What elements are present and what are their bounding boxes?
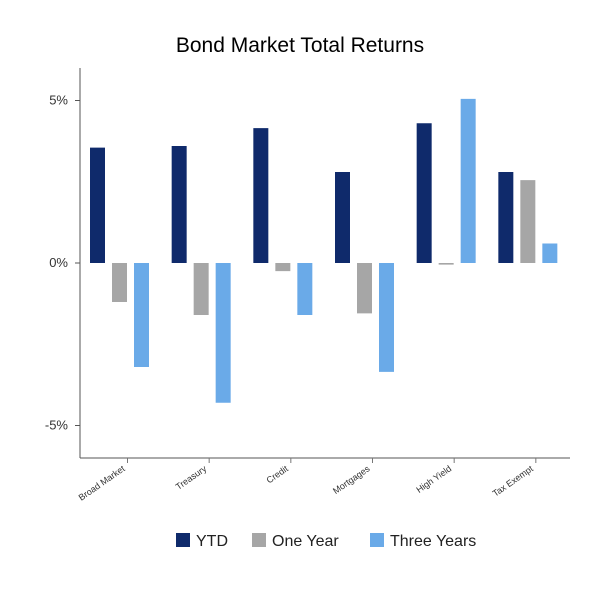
x-tick-label: Tax Exempt xyxy=(491,463,536,498)
bar xyxy=(90,147,105,263)
chart-title: Bond Market Total Returns xyxy=(175,34,425,57)
bar xyxy=(193,263,209,315)
bar xyxy=(112,263,127,302)
legend-swatch xyxy=(176,533,190,547)
bar xyxy=(215,263,231,403)
bar xyxy=(520,180,536,263)
bar xyxy=(335,172,350,263)
bar xyxy=(542,243,558,263)
x-tick-label: Credit xyxy=(265,463,291,485)
legend-label: One Year xyxy=(272,533,339,550)
x-tick-label: High Yield xyxy=(414,463,453,494)
y-tick-label: -5% xyxy=(45,418,69,433)
bar xyxy=(134,263,149,367)
bar xyxy=(416,123,432,263)
x-tick-label: Broad Market xyxy=(77,463,127,502)
bar xyxy=(253,128,269,263)
x-tick-label: Treasury xyxy=(174,463,209,492)
bar xyxy=(460,98,476,263)
bar xyxy=(297,263,313,315)
legend-label: YTD xyxy=(196,533,228,550)
bar xyxy=(498,172,514,263)
legend-label: Three Years xyxy=(390,533,476,550)
x-tick-label: Mortgages xyxy=(331,463,372,496)
y-tick-label: 0% xyxy=(49,255,68,270)
bar xyxy=(275,263,291,272)
bar xyxy=(357,263,372,314)
bar xyxy=(438,263,454,265)
legend-swatch xyxy=(252,533,266,547)
legend-swatch xyxy=(370,533,384,547)
bars xyxy=(90,98,558,403)
legend: YTD One Year Three Years xyxy=(176,533,476,550)
axes xyxy=(75,68,570,463)
y-tick-label: 5% xyxy=(49,93,68,108)
bar xyxy=(379,263,394,372)
bar xyxy=(171,146,187,263)
